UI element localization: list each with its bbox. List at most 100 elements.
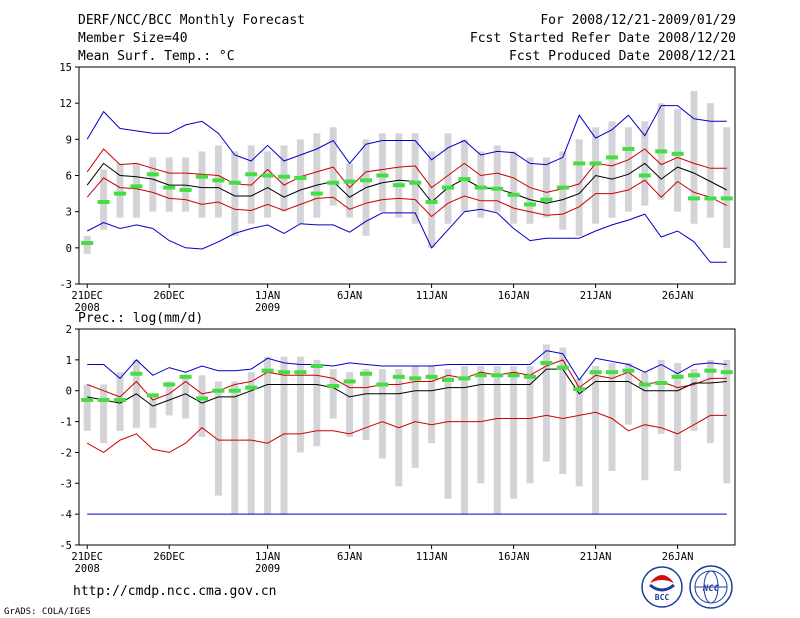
y-tick-label: 3: [66, 207, 72, 219]
observation-marker: [458, 376, 471, 381]
observation-marker: [97, 397, 110, 402]
observation-marker: [606, 370, 618, 375]
range-box: [149, 157, 157, 212]
observation-marker: [589, 370, 602, 375]
observation-marker: [376, 173, 389, 178]
range-box: [198, 375, 206, 437]
range-box: [460, 139, 468, 212]
range-box: [296, 139, 304, 224]
range-box: [624, 362, 632, 425]
ensemble-mean-line: [87, 368, 727, 407]
range-box: [346, 163, 354, 218]
x-tick-label: 26DEC: [153, 551, 185, 563]
range-box: [411, 133, 419, 224]
range-box: [542, 157, 550, 218]
observation-marker: [491, 373, 504, 378]
observation-marker: [704, 196, 717, 201]
x-tick-label: 11JAN: [416, 290, 448, 302]
range-box: [690, 91, 698, 224]
observation-marker: [261, 173, 274, 178]
x-tick-label: 1JAN: [255, 290, 280, 302]
observation-marker: [688, 373, 700, 378]
x-tick-year-label: 2009: [255, 302, 280, 314]
observation-marker: [228, 180, 241, 185]
range-box: [559, 347, 567, 475]
range-box: [608, 121, 616, 218]
range-box: [526, 157, 534, 224]
observation-marker: [310, 364, 323, 369]
source-url: http://cmdp.ncc.cma.gov.cn: [73, 584, 277, 599]
range-box: [510, 366, 518, 499]
observation-marker: [81, 397, 94, 402]
range-box: [165, 381, 173, 416]
range-box: [575, 378, 583, 487]
observation-marker: [524, 374, 536, 379]
observation-marker: [163, 185, 176, 190]
x-tick-year-label: 2009: [255, 563, 280, 575]
range-box: [329, 369, 337, 419]
x-tick-label: 6JAN: [337, 551, 362, 563]
bcc-logo-swirl: [650, 575, 674, 583]
x-tick-label: 26JAN: [662, 551, 694, 563]
ncc-logo: NCC: [689, 565, 733, 609]
range-box: [378, 133, 386, 212]
observation-marker: [425, 374, 438, 379]
chart-title: DERF/NCC/BCC Monthly Forecast: [78, 13, 305, 28]
observation-marker: [409, 376, 422, 381]
precipitation-plot-frame: [78, 328, 736, 546]
observation-marker: [556, 365, 569, 370]
observation-marker: [228, 388, 241, 393]
range-box: [116, 163, 124, 218]
y-tick-label: 0: [66, 386, 72, 398]
range-box: [198, 151, 206, 218]
y-tick-label: 15: [59, 62, 72, 74]
x-tick-label: 26DEC: [153, 290, 185, 302]
grads-credit: GrADS: COLA/IGES: [4, 607, 91, 617]
x-tick-label: 1JAN: [255, 551, 280, 563]
observation-marker: [655, 381, 668, 385]
range-box: [182, 375, 190, 419]
range-box: [542, 344, 550, 462]
observation-marker: [245, 172, 258, 177]
sd-lower-line: [86, 177, 728, 218]
fcst-produced-date: Fcst Produced Date 2008/12/21: [509, 49, 736, 64]
observation-marker: [212, 388, 225, 393]
observation-marker: [458, 177, 471, 182]
range-box: [231, 151, 239, 236]
observation-marker: [622, 146, 635, 151]
range-box: [444, 369, 452, 499]
observation-marker: [212, 178, 225, 183]
fcst-started-date: Fcst Started Refer Date 2008/12/20: [470, 31, 736, 46]
y-tick-label: -2: [59, 447, 72, 459]
ensemble-mean-line: [86, 162, 728, 204]
y-tick-label: 0: [66, 243, 72, 255]
range-box: [444, 133, 452, 224]
precip-variable-label: Prec.: log(mm/d): [78, 311, 203, 326]
observation-marker: [245, 385, 258, 390]
observation-marker: [507, 192, 520, 197]
observation-marker: [638, 173, 651, 178]
observation-marker: [294, 175, 307, 180]
range-box: [559, 151, 567, 230]
range-box: [428, 366, 436, 444]
observation-marker: [540, 360, 553, 365]
range-box: [231, 381, 239, 515]
observation-marker: [196, 174, 208, 179]
x-tick-year-label: 2008: [75, 563, 100, 575]
y-tick-label: 12: [59, 98, 72, 110]
observation-marker: [704, 368, 717, 373]
range-box: [313, 359, 321, 447]
range-box: [165, 157, 173, 212]
observation-marker: [474, 373, 487, 378]
range-box: [83, 384, 91, 431]
observation-marker: [343, 379, 356, 384]
max-line: [86, 105, 727, 166]
observation-marker: [327, 180, 340, 185]
observation-marker: [114, 397, 126, 402]
observation-marker: [343, 179, 356, 184]
range-box: [362, 369, 370, 441]
observation-marker: [622, 368, 635, 373]
observation-marker: [278, 174, 290, 179]
